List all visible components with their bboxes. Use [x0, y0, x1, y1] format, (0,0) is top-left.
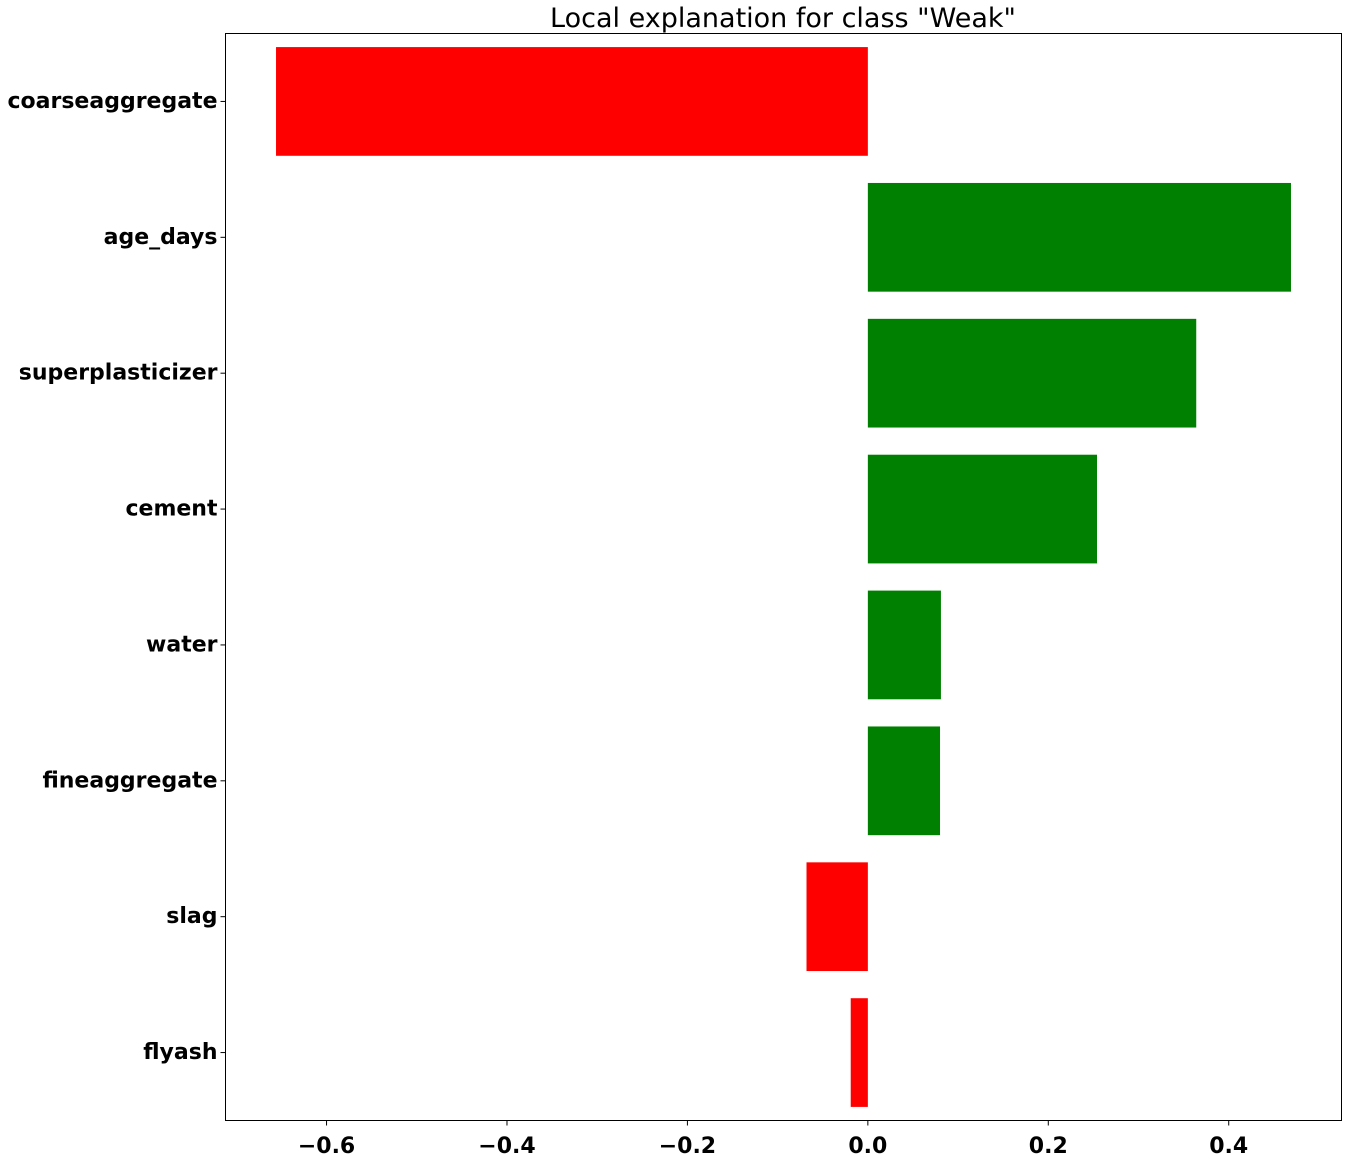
x-tick-label: −0.6 [298, 1134, 355, 1154]
y-tick-label: flyash [143, 1040, 217, 1065]
x-axis: −0.6 −0.4 −0.2 0.0 0.2 0.4 [298, 1120, 1248, 1159]
y-tick-label: coarseaggregate [7, 89, 217, 114]
bars-layer [276, 47, 1291, 1107]
plot-area-frame [225, 33, 1342, 1121]
chart-title: Local explanation for class "Weak" [550, 3, 1016, 34]
y-tick-label: water [146, 632, 218, 657]
x-tick-label: −0.2 [659, 1134, 716, 1154]
bar-superplasticizer [867, 318, 1197, 428]
y-tick-label: cement [126, 497, 218, 522]
x-tick-label: 0.4 [1209, 1134, 1248, 1154]
x-tick-label: −0.4 [478, 1134, 535, 1154]
bar-age_days [867, 182, 1291, 292]
bar-coarseaggregate [276, 47, 868, 156]
bar-flyash [850, 998, 868, 1107]
y-tick-label: age_days [104, 225, 218, 250]
bar-slag [806, 862, 868, 972]
bar-cement [867, 454, 1098, 564]
x-tick-label: 0.0 [848, 1134, 887, 1154]
bar-fineaggregate [867, 726, 941, 836]
y-tick-label: fineaggregate [42, 768, 217, 793]
bar-water [867, 590, 941, 700]
x-tick-label: 0.2 [1029, 1134, 1068, 1154]
y-axis: coarseaggregate age_days superplasticizer c… [7, 89, 226, 1065]
y-tick-label: slag [166, 904, 217, 929]
y-tick-label: superplasticizer [19, 361, 218, 386]
